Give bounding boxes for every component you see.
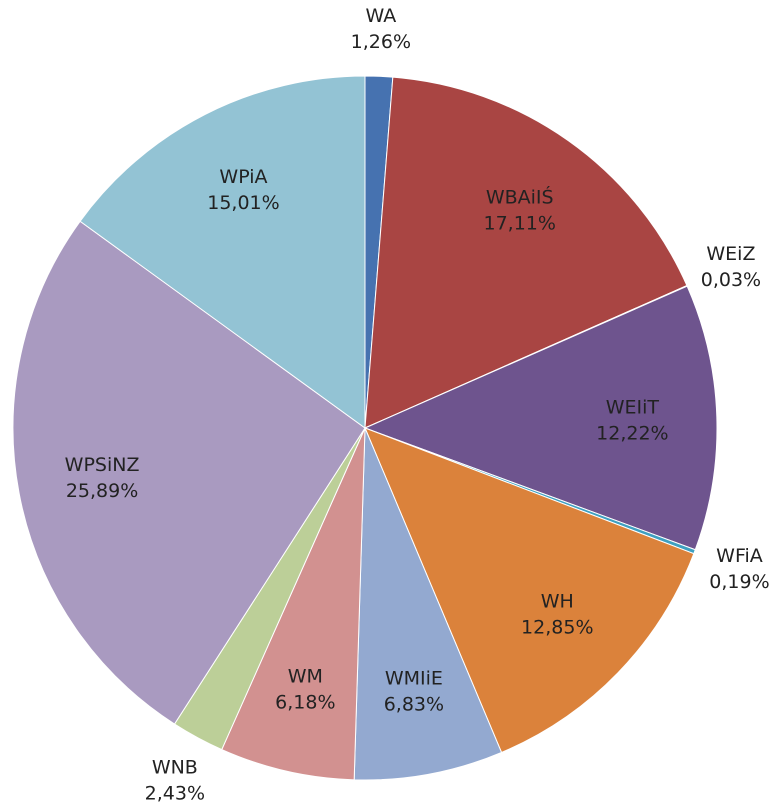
slice-label: WA	[365, 5, 396, 27]
slice-label: WNB	[152, 756, 198, 778]
slice-value-label: 12,85%	[521, 616, 593, 638]
pie-slice	[12, 220, 366, 725]
slice-label: WEIiT	[606, 396, 660, 418]
slice-label: WFiA	[716, 545, 763, 567]
slice-value-label: 17,11%	[483, 212, 555, 234]
slice-label: WBAiIŚ	[486, 184, 554, 208]
slice-label: WPSiNZ	[65, 454, 140, 476]
slice-value-label: 2,43%	[145, 782, 205, 804]
pie-slice	[364, 76, 688, 429]
pie-slice	[364, 427, 695, 754]
slice-value-label: 0,19%	[709, 571, 769, 593]
pie-slice	[221, 427, 366, 781]
slice-value-label: 1,26%	[351, 31, 411, 53]
slice-label: WPiA	[219, 166, 267, 188]
slice-label: WMIiE	[385, 668, 443, 690]
slice-value-label: 15,01%	[207, 192, 279, 214]
slice-label: WH	[541, 590, 574, 612]
slice-value-label: 25,89%	[66, 480, 138, 502]
slice-label: WEiZ	[706, 243, 755, 265]
slice-value-label: 0,03%	[701, 269, 761, 291]
slice-label: WM	[288, 665, 323, 687]
slice-value-label: 6,18%	[275, 691, 335, 713]
pie-slice	[363, 285, 718, 551]
slice-value-label: 6,83%	[384, 694, 444, 716]
slice-value-label: 12,22%	[596, 422, 668, 444]
pie-slice	[79, 75, 366, 429]
pie-slice	[353, 427, 503, 781]
